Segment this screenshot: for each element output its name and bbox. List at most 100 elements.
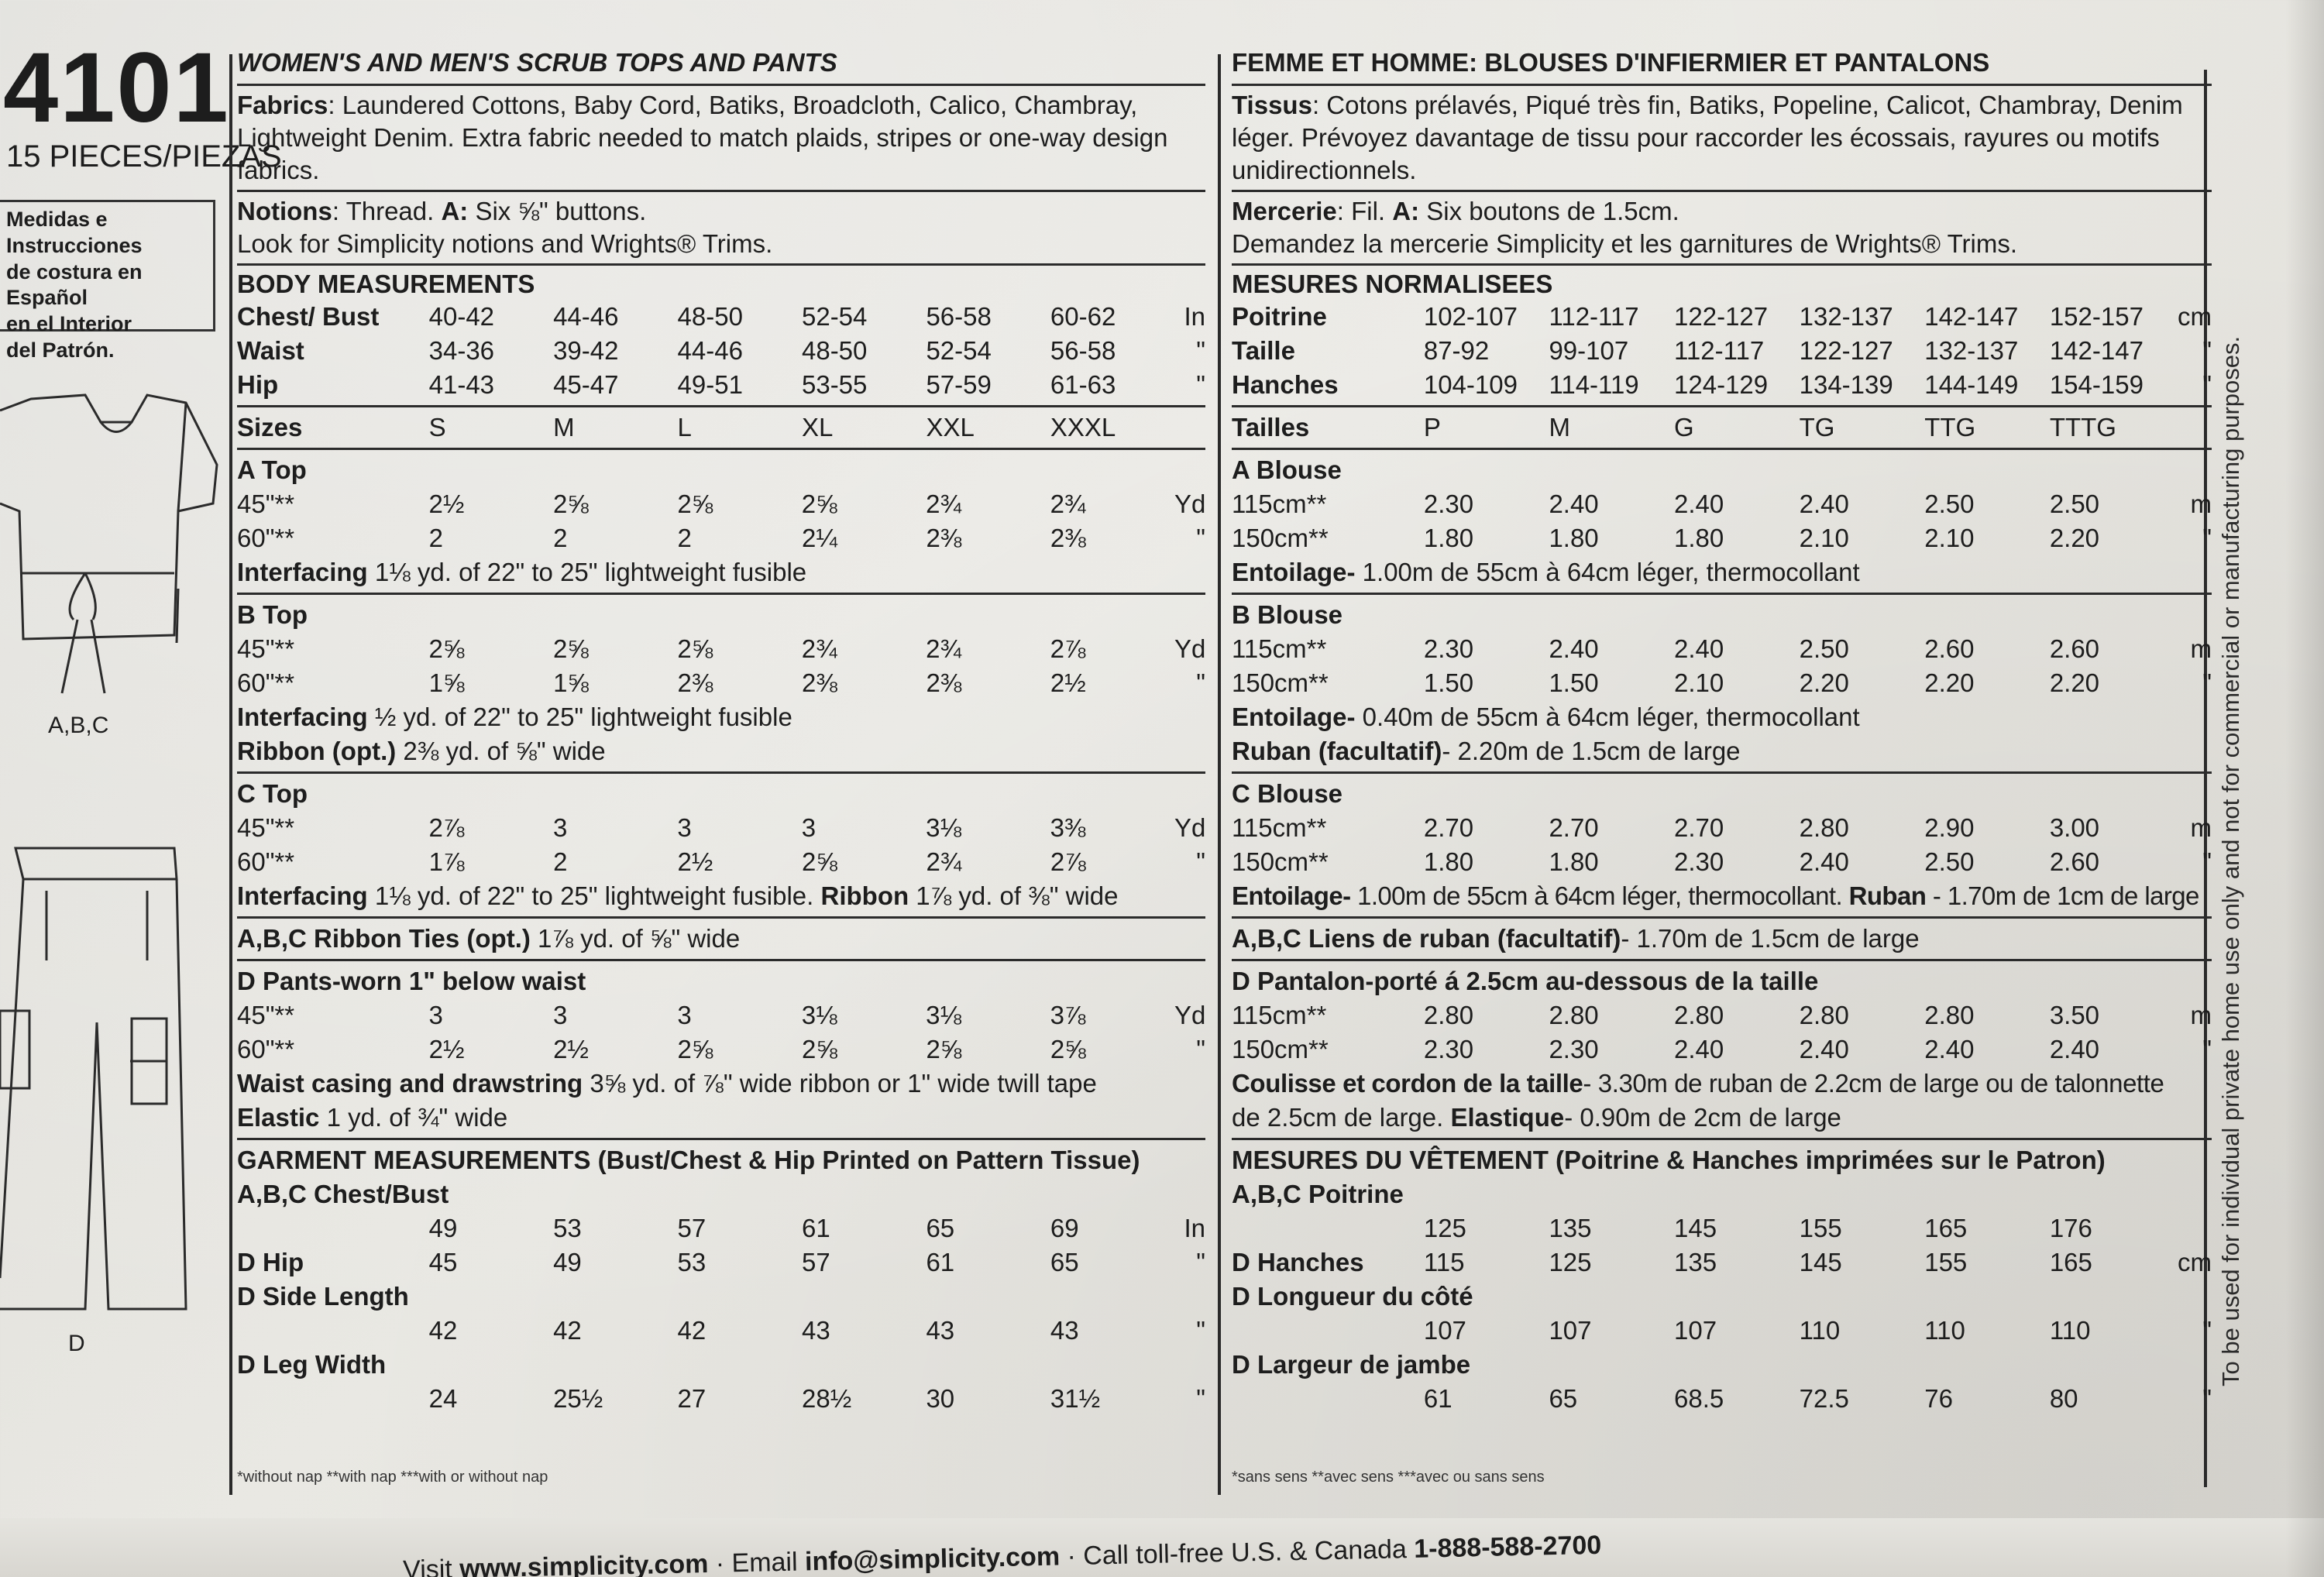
table-cell: 2½	[428, 490, 465, 518]
entoilage-text: 1.00m de 55cm à 64cm léger, thermocollan…	[1355, 558, 1860, 586]
email-label: · Email	[707, 1547, 806, 1577]
garment-side-label: D Side Length	[237, 1282, 409, 1311]
table-cell: 42	[553, 1316, 582, 1345]
unit-cell: "	[2202, 1035, 2212, 1063]
row-label: 45"**	[237, 1001, 295, 1029]
table-cell: 2⅝	[428, 634, 465, 663]
unit-cell: "	[2202, 336, 2212, 365]
row-label: Taille	[1232, 336, 1295, 365]
table-cell: 44-46	[677, 336, 743, 365]
table-cell: 2.60	[2049, 847, 2100, 876]
table-cell: 2½	[1050, 668, 1086, 697]
fabrics-text: Lightweight Denim. Extra fabric needed t…	[237, 123, 1168, 152]
table-row: 61 65 68.5 72.5 76 80 "	[1232, 1382, 2212, 1416]
row-label: 45"**	[237, 813, 295, 842]
row-label: D Hanches	[1232, 1248, 1364, 1276]
table-cell: 45	[428, 1248, 458, 1276]
unit-cell: "	[2202, 524, 2212, 552]
table-cell: 52-54	[926, 336, 992, 365]
view-b-metrage: 115cm** 2.30 2.40 2.40 2.50 2.60 2.60 m 150cm** 1…	[1232, 632, 2212, 700]
unit-cell: "	[1196, 1035, 1205, 1063]
entoilage-label: Entoilage-	[1232, 881, 1351, 910]
table-cell: 49	[428, 1214, 458, 1242]
table-cell: 57	[677, 1214, 706, 1242]
notions-a: A:	[441, 197, 469, 225]
table-cell: 2⅝	[677, 634, 713, 663]
ruban-label: Ruban	[1848, 881, 1927, 910]
table-cell: 2⅜	[926, 668, 962, 697]
table-cell: 48-50	[677, 302, 743, 331]
tissus-text: : Cotons prélavés, Piqué très fin, Batik…	[1312, 91, 2183, 119]
french-title: FEMME ET HOMME: BLOUSES D'INFIERMIER ET …	[1232, 48, 1990, 77]
ruban-text: - 2.20m de 1.5cm de large	[1442, 737, 1741, 765]
table-cell: 2.60	[1924, 634, 1975, 663]
table-cell: 2.30	[1423, 1035, 1474, 1063]
table-cell: TG	[1799, 413, 1835, 441]
table-row: 45"** 2⅞ 3 3 3 3⅛ 3⅜ Yd	[237, 811, 1205, 845]
rule	[1232, 263, 2212, 266]
entoilage-label: Entoilage-	[1232, 703, 1356, 731]
rule	[237, 1138, 1205, 1140]
casing-text: 3⅝ yd. of ⅞" wide ribbon or 1" wide twil…	[583, 1069, 1097, 1098]
row-label: Tailles	[1232, 413, 1310, 441]
ribbon-label: Ribbon	[820, 881, 909, 910]
website-link[interactable]: www.simplicity.com	[459, 1548, 709, 1577]
row-label: 150cm**	[1232, 668, 1329, 697]
table-cell: 43	[926, 1316, 955, 1345]
sketch-label-pants: D	[68, 1331, 85, 1356]
unit-cell: cm	[2178, 1248, 2212, 1276]
vetement-longueur-row: 107 107 107 110 110 110 "	[1232, 1314, 2212, 1348]
interfacing-text: 1⅛ yd. of 22" to 25" lightweight fusible	[367, 558, 807, 586]
view-b-heading: B Top	[237, 600, 308, 629]
table-cell: 1⅝	[428, 668, 465, 697]
table-cell: 2¾	[926, 634, 962, 663]
view-c-metrage: 115cm** 2.70 2.70 2.70 2.80 2.90 3.00 m 150cm** 1…	[1232, 811, 2212, 879]
table-row: 60"** 1⅝ 1⅝ 2⅜ 2⅜ 2⅜ 2½ "	[237, 666, 1205, 700]
table-cell: 165	[1924, 1214, 1968, 1242]
elastic: Elastic 1 yd. of ¾" wide	[237, 1101, 1205, 1135]
table-cell: 125	[1423, 1214, 1466, 1242]
view-b-interfacing: Interfacing ½ yd. of 22" to 25" lightwei…	[237, 700, 1205, 734]
pieces-count: 15 PIECES/PIEZAS	[6, 139, 282, 174]
vetement-largeur-label: D Largeur de jambe	[1232, 1350, 1471, 1379]
unit-cell: "	[2202, 1384, 2212, 1413]
view-c-interfacing: Interfacing 1⅛ yd. of 22" to 25" lightwe…	[237, 879, 1205, 913]
elastique-text: - 0.90m de 2cm de large	[1564, 1103, 1841, 1132]
table-cell: 2¾	[926, 847, 962, 876]
table-cell: 2	[428, 524, 443, 552]
table-cell: 3	[428, 1001, 443, 1029]
table-cell: 1⅞	[428, 847, 465, 876]
elastic-label: Elastic	[237, 1103, 320, 1132]
coulisse-text: de 2.5cm de large.	[1232, 1103, 1451, 1132]
table-cell: 135	[1549, 1214, 1592, 1242]
email-link[interactable]: info@simplicity.com	[804, 1541, 1061, 1577]
table-cell: 28½	[801, 1384, 852, 1413]
table-row: 115cm** 2.70 2.70 2.70 2.80 2.90 3.00 m	[1232, 811, 2212, 845]
ribbon-text: 1⅞ yd. of ⅜" wide	[909, 881, 1119, 910]
table-cell: 53	[677, 1248, 706, 1276]
table-cell: 2.70	[1423, 813, 1474, 842]
table-cell: 57-59	[926, 370, 992, 399]
coulisse-text: - 3.30m de ruban de 2.2cm de large ou de…	[1583, 1069, 2164, 1098]
table-cell: M	[1549, 413, 1570, 441]
table-cell: 72.5	[1799, 1384, 1849, 1413]
unit-cell: "	[2202, 370, 2212, 399]
table-row: 45"** 3 3 3 3⅛ 3⅛ 3⅞ Yd	[237, 998, 1205, 1032]
rule	[1232, 448, 2212, 450]
table-cell: P	[1423, 413, 1441, 441]
notions-block: Notions: Thread. A: Six ⅝" buttons. Look…	[237, 195, 1205, 260]
table-cell: 3⅛	[926, 813, 962, 842]
row-label: 150cm**	[1232, 1035, 1329, 1063]
table-cell: 142-147	[1924, 302, 2019, 331]
bottom-strip	[0, 1518, 2324, 1577]
table-cell: 3	[552, 813, 568, 842]
rule	[1232, 771, 2212, 774]
table-cell: 132-137	[1799, 302, 1893, 331]
table-cell: 42	[677, 1316, 706, 1345]
table-cell: 80	[2049, 1384, 2078, 1413]
garment-measurements-heading: GARMENT MEASUREMENTS (Bust/Chest & Hip P…	[237, 1146, 1140, 1174]
liens-label: A,B,C Liens de ruban (facultatif)	[1232, 924, 1621, 953]
view-a-heading-fr: A Blouse	[1232, 455, 1342, 484]
garment-chest-label: A,B,C Chest/Bust	[237, 1180, 449, 1208]
table-cell: 48-50	[801, 336, 868, 365]
